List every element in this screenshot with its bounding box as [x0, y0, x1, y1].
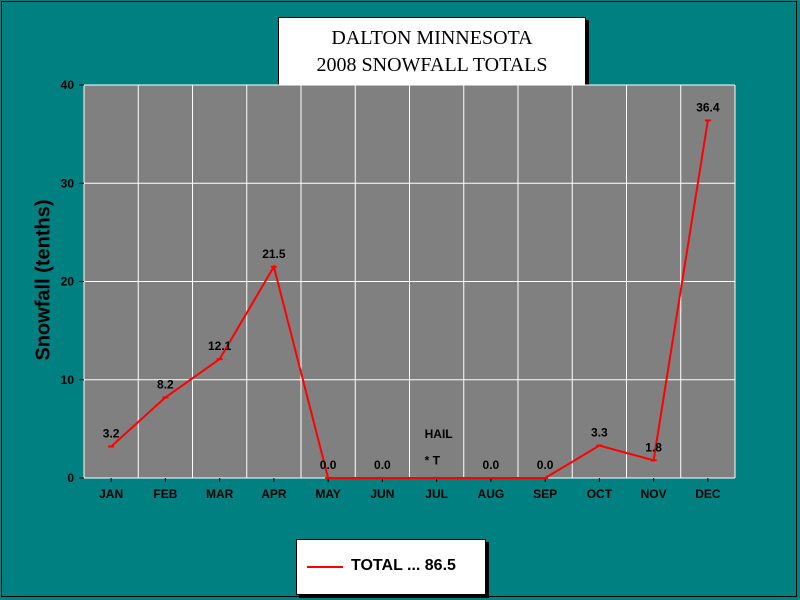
y-axis-label: Snowfall (tenths): [32, 199, 55, 361]
data-label: 0.0: [483, 458, 500, 472]
y-tick-label: 10: [61, 373, 75, 387]
x-tick-label: DEC: [695, 487, 721, 501]
data-label: 12.1: [208, 339, 232, 353]
x-tick-label: JAN: [99, 487, 123, 501]
x-tick-label: SEP: [533, 487, 557, 501]
y-tick-label: 20: [61, 275, 75, 289]
data-label: 3.2: [103, 427, 120, 441]
legend-label-total: TOTAL ... 86.5: [351, 557, 456, 574]
x-tick-label: AUG: [478, 487, 505, 501]
y-tick-label: 0: [67, 471, 74, 485]
x-tick-label: JUN: [370, 487, 394, 501]
x-tick-label: MAY: [315, 487, 341, 501]
x-tick-label: JUL: [425, 487, 448, 501]
annotation: HAIL: [425, 427, 453, 441]
x-tick-label: OCT: [587, 487, 613, 501]
chart-title-line-1: DALTON MINNESOTA: [331, 27, 533, 49]
y-tick-label: 30: [61, 176, 75, 190]
data-label: 8.2: [157, 377, 174, 391]
data-label: 0.0: [320, 458, 337, 472]
annotation: * T: [425, 453, 441, 467]
data-label: 21.5: [262, 247, 286, 261]
legend: TOTAL ... 86.5: [296, 539, 486, 595]
x-tick-label: FEB: [153, 487, 177, 501]
data-label: 3.3: [591, 426, 608, 440]
data-label: 1.8: [645, 440, 662, 454]
x-tick-label: MAR: [206, 487, 234, 501]
x-tick-label: APR: [261, 487, 287, 501]
legend-swatch-total: [307, 566, 343, 568]
data-label: 0.0: [537, 458, 554, 472]
chart-title-line-2: 2008 SNOWFALL TOTALS: [316, 54, 548, 76]
y-tick-label: 40: [61, 78, 75, 92]
x-tick-label: NOV: [641, 487, 667, 501]
data-label: 36.4: [696, 100, 720, 114]
data-label: 0.0: [374, 458, 391, 472]
